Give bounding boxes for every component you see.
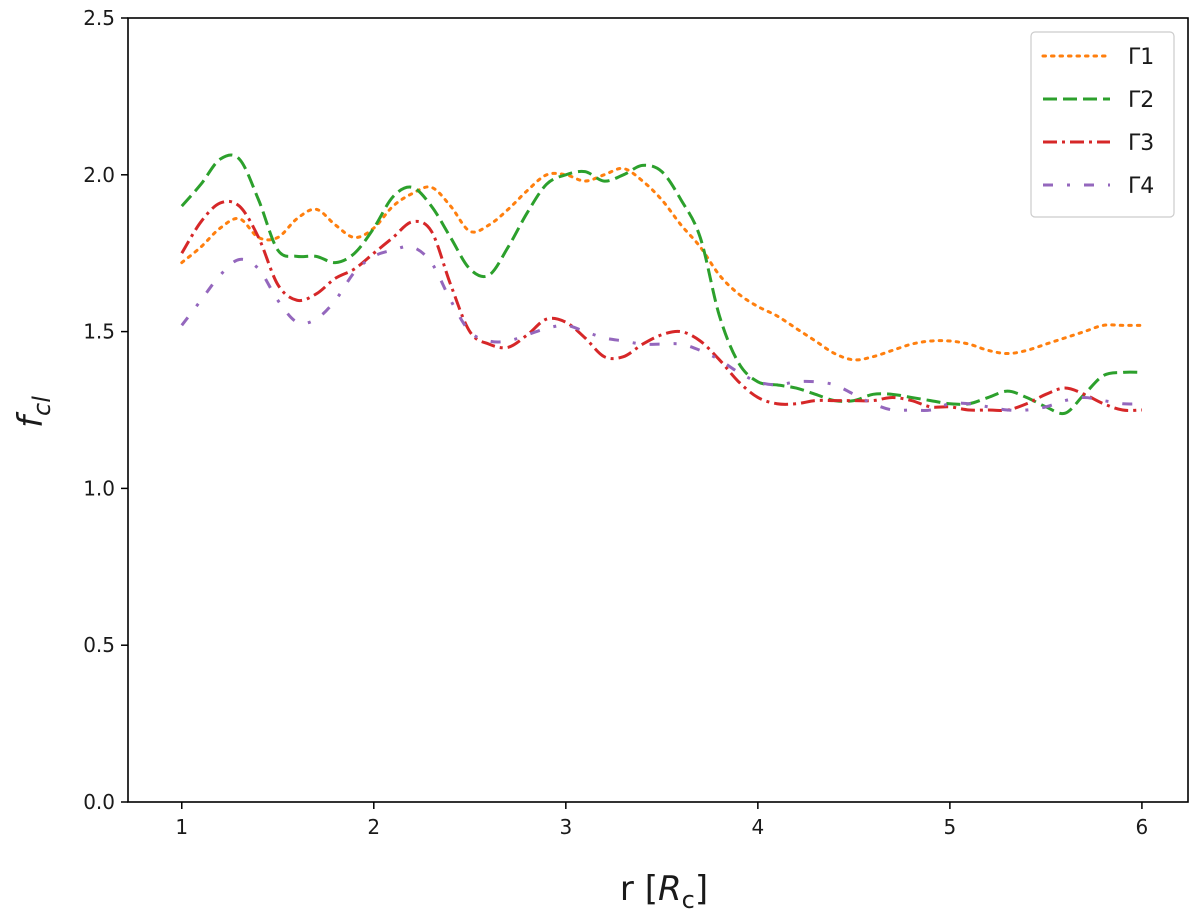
x-axis: 1 2 3 4 5 6 (175, 802, 1148, 839)
y-tick-label: 1.0 (83, 476, 115, 500)
y-tick-label: 2.0 (83, 163, 115, 187)
x-tick-label: 5 (944, 815, 957, 839)
legend-entries: Γ1 Γ2 Γ3 Γ4 (1041, 45, 1154, 199)
x-tick-label: 6 (1136, 815, 1149, 839)
plot-frame (127, 17, 1189, 803)
y-tick-label: 0.5 (83, 633, 115, 657)
series-layer (180, 153, 1144, 416)
x-tick-label: 3 (559, 815, 572, 839)
y-tick-label: 2.5 (83, 6, 115, 30)
legend-label-3: Γ3 (1128, 131, 1154, 156)
y-tick-label: 1.5 (83, 320, 115, 344)
y-tick-label: 0.0 (83, 790, 115, 814)
x-tick-label: 2 (367, 815, 380, 839)
legend: Γ1 Γ2 Γ3 Γ4 (1030, 31, 1175, 218)
y-axis-label: fcl (11, 396, 56, 428)
series-line-4 (180, 244, 1142, 412)
legend-label-2: Γ2 (1128, 88, 1154, 113)
legend-label-1: Γ1 (1128, 45, 1154, 70)
series-line-3 (180, 199, 1142, 412)
legend-label-4: Γ4 (1128, 174, 1154, 199)
series-line-2 (180, 153, 1142, 416)
x-tick-label: 1 (175, 815, 188, 839)
x-axis-label: r [Rc] (620, 869, 708, 914)
series-line-1 (180, 166, 1144, 362)
x-tick-label: 4 (751, 815, 764, 839)
y-axis: 0.0 0.5 1.0 1.5 2.0 2.5 (83, 6, 128, 814)
legend-box (1030, 31, 1175, 218)
